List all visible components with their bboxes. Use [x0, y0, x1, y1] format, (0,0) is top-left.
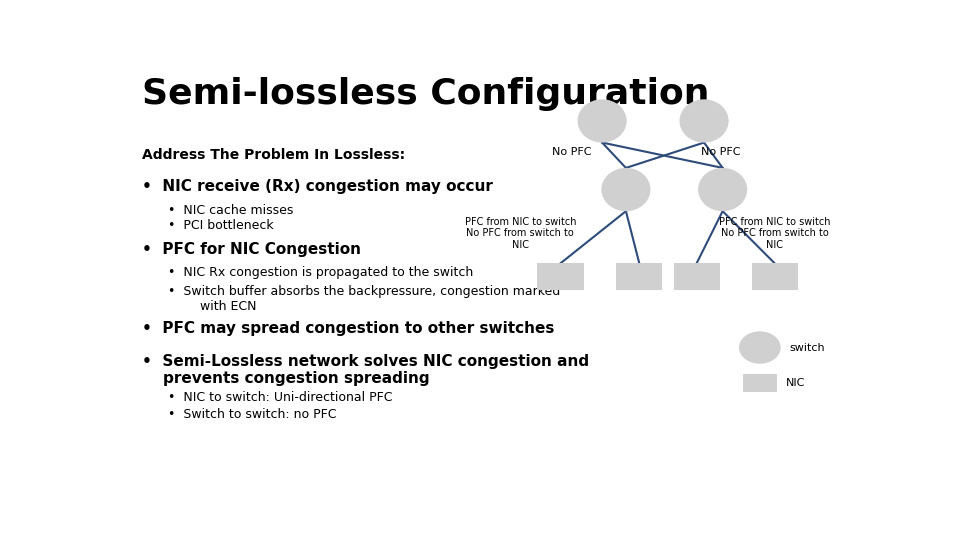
Text: PFC from NIC to switch
No PFC from switch to
NIC: PFC from NIC to switch No PFC from switc…: [465, 217, 576, 250]
Text: PFC from NIC to switch
No PFC from switch to
NIC: PFC from NIC to switch No PFC from switc…: [719, 217, 830, 250]
Ellipse shape: [739, 332, 780, 364]
Text: •  Switch to switch: no PFC: • Switch to switch: no PFC: [168, 408, 337, 421]
Text: •  NIC cache misses: • NIC cache misses: [168, 204, 294, 217]
Ellipse shape: [680, 99, 729, 143]
Text: switch: switch: [790, 342, 826, 353]
Text: Address The Problem In Lossless:: Address The Problem In Lossless:: [142, 148, 405, 162]
Text: •  PFC for NIC Congestion: • PFC for NIC Congestion: [142, 241, 361, 256]
Text: •  PCI bottleneck: • PCI bottleneck: [168, 219, 274, 232]
Text: •  NIC to switch: Uni-directional PFC: • NIC to switch: Uni-directional PFC: [168, 391, 393, 404]
Bar: [742, 374, 778, 392]
Text: •  Semi-Lossless network solves NIC congestion and
    prevents congestion sprea: • Semi-Lossless network solves NIC conge…: [142, 354, 589, 386]
Bar: [616, 264, 662, 291]
Bar: [674, 264, 720, 291]
Text: No PFC: No PFC: [702, 147, 741, 157]
Text: •  NIC Rx congestion is propagated to the switch: • NIC Rx congestion is propagated to the…: [168, 266, 473, 280]
Text: NIC: NIC: [786, 378, 805, 388]
Bar: [538, 264, 584, 291]
Text: •  PFC may spread congestion to other switches: • PFC may spread congestion to other swi…: [142, 321, 555, 335]
Ellipse shape: [601, 168, 651, 211]
Text: Semi-lossless Configuration: Semi-lossless Configuration: [142, 77, 709, 111]
Bar: [752, 264, 798, 291]
Ellipse shape: [578, 99, 627, 143]
Text: •  Switch buffer absorbs the backpressure, congestion marked
        with ECN: • Switch buffer absorbs the backpressure…: [168, 285, 561, 313]
Ellipse shape: [698, 168, 747, 211]
Text: No PFC: No PFC: [552, 147, 591, 157]
Text: •  NIC receive (Rx) congestion may occur: • NIC receive (Rx) congestion may occur: [142, 179, 493, 194]
